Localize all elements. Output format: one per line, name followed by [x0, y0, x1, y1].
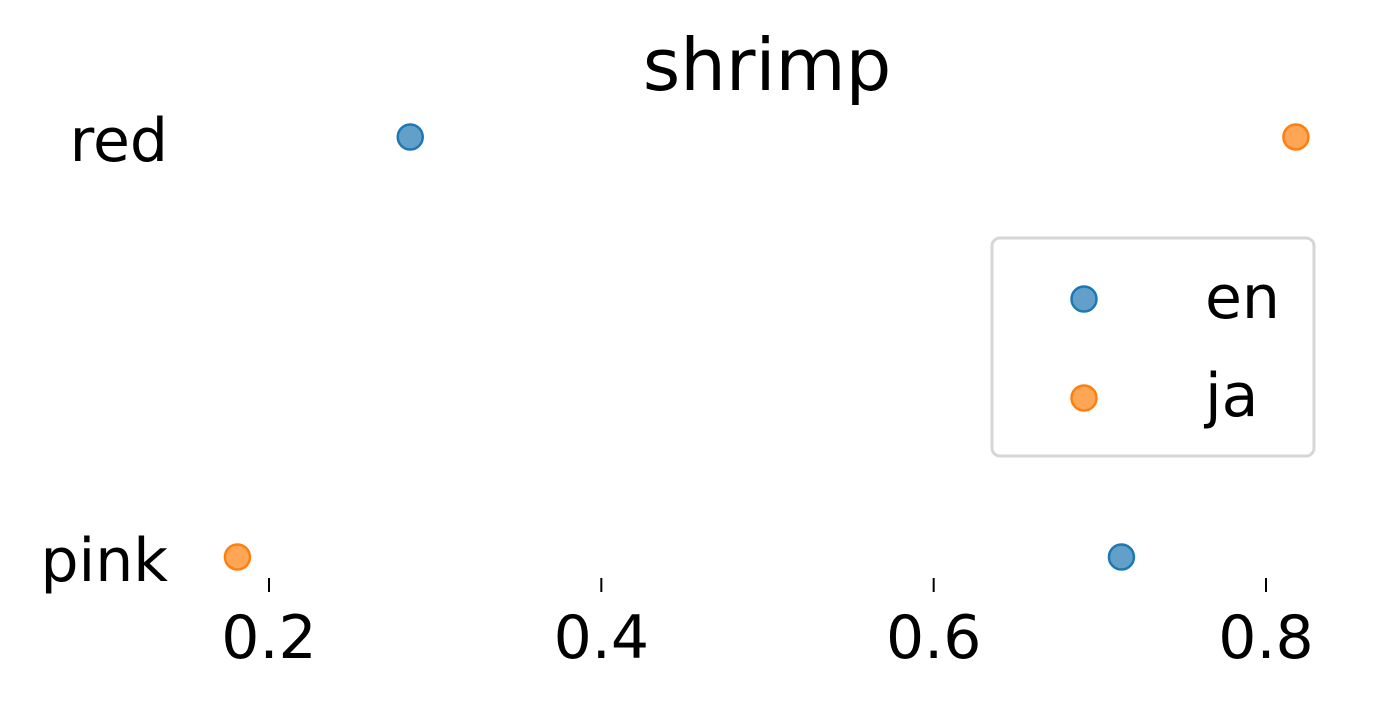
- category-label-red: red: [70, 106, 168, 176]
- x-tick-label: 0.6: [886, 603, 981, 673]
- x-tick-label: 0.4: [554, 603, 649, 673]
- data-points: [223, 123, 1310, 571]
- legend-marker-ja: [1070, 384, 1098, 412]
- x-axis-ticks: 0.2 0.4 0.6 0.8: [221, 578, 1314, 673]
- chart-title: shrimp: [643, 23, 892, 107]
- data-point-ja-red: [1282, 123, 1310, 151]
- data-point-en-pink: [1107, 543, 1136, 571]
- x-tick-label: 0.8: [1218, 603, 1313, 673]
- legend-label-en: en: [1205, 263, 1280, 333]
- data-point-ja-pink: [223, 543, 252, 571]
- data-point-en-red: [396, 123, 424, 151]
- legend-marker-en: [1070, 285, 1098, 313]
- category-label-pink: pink: [40, 526, 168, 596]
- legend-label-ja: ja: [1203, 361, 1258, 431]
- legend: en ja: [990, 236, 1316, 458]
- x-tick-label: 0.2: [221, 603, 316, 673]
